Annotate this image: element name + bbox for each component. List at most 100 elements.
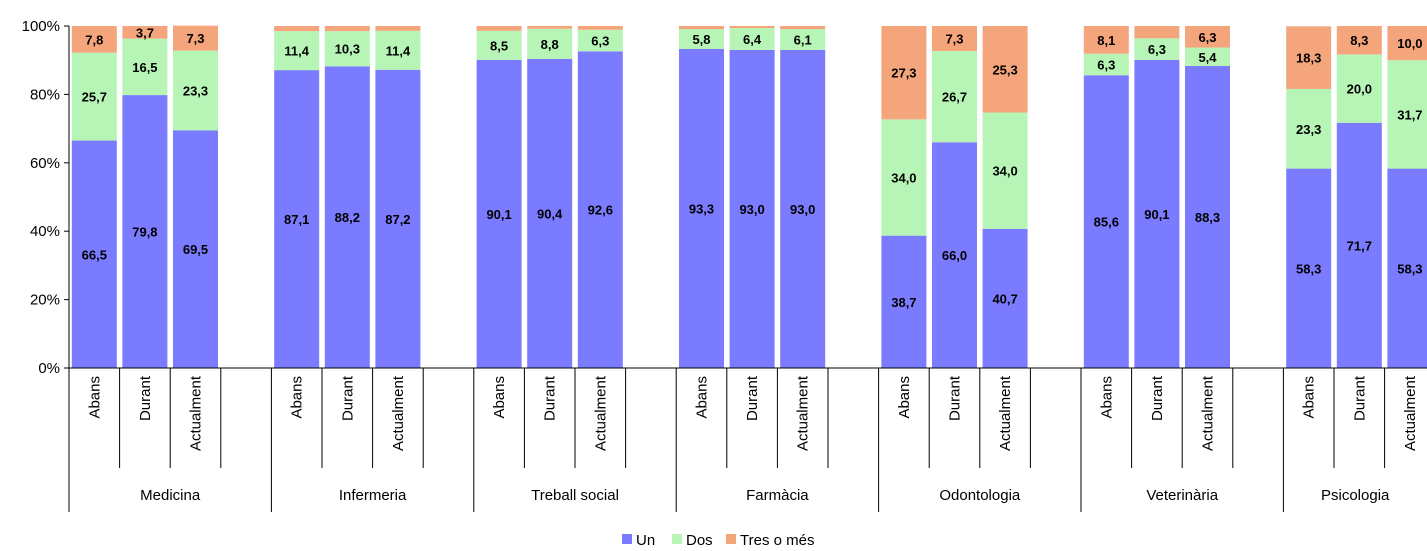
data-label: 6,1 bbox=[794, 33, 812, 48]
y-tick-label: 0% bbox=[38, 360, 60, 377]
period-label: Abans bbox=[694, 376, 711, 419]
legend: Un Dos Tres o més bbox=[622, 532, 814, 549]
period-label: Actualment bbox=[997, 375, 1014, 451]
bar-segment-dos bbox=[1286, 88, 1332, 169]
bar-segment-un bbox=[1387, 168, 1427, 368]
data-label: 23,3 bbox=[183, 83, 208, 98]
group-label: Farmàcia bbox=[746, 487, 809, 504]
bar-segment-tres-o-més bbox=[122, 26, 168, 39]
y-tick-label: 80% bbox=[30, 86, 60, 103]
period-label: Actualment bbox=[1200, 375, 1217, 451]
period-label: Abans bbox=[1301, 376, 1318, 419]
data-label: 71,7 bbox=[1347, 238, 1372, 253]
bar-segment-dos bbox=[1387, 60, 1427, 169]
data-label: 8,8 bbox=[541, 37, 559, 52]
bar-segment-dos bbox=[375, 30, 421, 70]
bar-segment-tres-o-més bbox=[274, 26, 320, 32]
period-label: Abans bbox=[1098, 376, 1115, 419]
data-label: 38,7 bbox=[891, 295, 916, 310]
bar-segment-dos bbox=[274, 31, 320, 71]
bar-segment-un bbox=[1134, 59, 1180, 368]
data-label: 23,3 bbox=[1296, 122, 1321, 137]
bar-segment-tres-o-més bbox=[71, 26, 117, 53]
data-label: 3,7 bbox=[136, 25, 154, 40]
period-label: Durant bbox=[744, 375, 761, 421]
period-label: Actualment bbox=[795, 375, 812, 451]
y-tick-label: 100% bbox=[22, 18, 60, 35]
bar-segment-dos bbox=[1083, 53, 1129, 76]
data-label: 18,3 bbox=[1296, 51, 1321, 66]
data-label: 6,4 bbox=[743, 32, 762, 47]
group-label: Treball social bbox=[531, 487, 619, 504]
data-label: 16,5 bbox=[132, 60, 157, 75]
data-label: 58,3 bbox=[1296, 261, 1321, 276]
data-label: 93,3 bbox=[689, 201, 714, 216]
bar-segment-un bbox=[324, 66, 370, 368]
bar-segment-tres-o-més bbox=[527, 26, 573, 29]
x-axis: Abans Durant Actualment Medicina Abans Durant… bbox=[68, 367, 1427, 512]
data-label: 25,3 bbox=[992, 62, 1017, 77]
data-label: 5,8 bbox=[692, 32, 710, 47]
bar-segment-un bbox=[71, 140, 117, 368]
bar-segment-un bbox=[122, 95, 168, 369]
bar-segment-tres-o-més bbox=[1083, 26, 1129, 54]
data-label: 90,1 bbox=[486, 207, 511, 222]
data-label: 26,7 bbox=[942, 90, 967, 105]
group-label: Medicina bbox=[140, 487, 201, 504]
bar-segment-tres-o-més bbox=[1336, 26, 1382, 55]
bar-segment-dos bbox=[527, 28, 573, 59]
period-label: Durant bbox=[542, 375, 559, 421]
data-label: 88,3 bbox=[1195, 210, 1220, 225]
bar-segment-un bbox=[982, 228, 1028, 368]
data-label: 8,1 bbox=[1097, 33, 1115, 48]
bar-segment-tres-o-més bbox=[679, 26, 724, 30]
bar-segment-tres-o-més bbox=[729, 26, 775, 29]
legend-label: Un bbox=[636, 532, 655, 549]
bar-segment-dos bbox=[932, 50, 977, 143]
bar-segment-un bbox=[577, 51, 623, 369]
data-label: 6,3 bbox=[1097, 57, 1115, 72]
bar-segment-un bbox=[932, 142, 977, 368]
data-label: 6,3 bbox=[1148, 42, 1166, 57]
bar-segment-un bbox=[375, 69, 421, 368]
bar-segment-un bbox=[1083, 75, 1129, 369]
group-label: Odontologia bbox=[939, 487, 1021, 504]
data-label: 79,8 bbox=[132, 225, 157, 240]
bar-segment-dos bbox=[729, 28, 775, 50]
legend-label: Tres o més bbox=[740, 532, 814, 549]
bar-segment-un bbox=[1185, 66, 1230, 368]
data-label: 10,3 bbox=[335, 42, 360, 57]
bar-segment-un bbox=[274, 70, 320, 369]
data-label: 25,7 bbox=[82, 90, 107, 105]
data-label: 90,4 bbox=[537, 206, 563, 221]
bar-segment-tres-o-més bbox=[982, 26, 1028, 113]
data-label: 69,5 bbox=[183, 242, 208, 257]
y-axis: 0% 20% 40% 60% 80% 100% bbox=[22, 18, 70, 377]
period-label: Abans bbox=[491, 376, 508, 419]
y-tick-label: 60% bbox=[30, 155, 60, 172]
bar-segment-tres-o-més bbox=[1134, 26, 1180, 39]
period-label: Durant bbox=[1149, 375, 1166, 421]
bars: 66,5 25,7 7,8 79,8 16,5 3,7 69,5 23,3 7,3 87,1 11,… bbox=[71, 25, 1427, 369]
bar-segment-dos bbox=[476, 30, 522, 60]
data-label: 5,4 bbox=[1198, 50, 1217, 65]
bar-segment-un bbox=[881, 235, 927, 368]
bar-segment-un bbox=[527, 58, 573, 368]
period-label: Durant bbox=[339, 375, 356, 421]
period-label: Actualment bbox=[592, 375, 609, 451]
data-label: 34,0 bbox=[992, 164, 1017, 179]
data-label: 85,6 bbox=[1094, 215, 1119, 230]
bar-segment-dos bbox=[1134, 38, 1180, 60]
data-label: 7,3 bbox=[186, 31, 204, 46]
period-label: Actualment bbox=[188, 375, 205, 451]
data-label: 58,3 bbox=[1397, 261, 1422, 276]
data-label: 88,2 bbox=[335, 210, 360, 225]
data-label: 6,3 bbox=[591, 34, 609, 49]
bar-segment-tres-o-més bbox=[780, 26, 826, 30]
y-tick-label: 40% bbox=[30, 223, 60, 240]
bar-segment-un bbox=[476, 59, 522, 368]
bar-segment-un bbox=[1286, 168, 1332, 368]
bar-segment-tres-o-més bbox=[1387, 26, 1427, 61]
data-label: 40,7 bbox=[992, 291, 1017, 306]
